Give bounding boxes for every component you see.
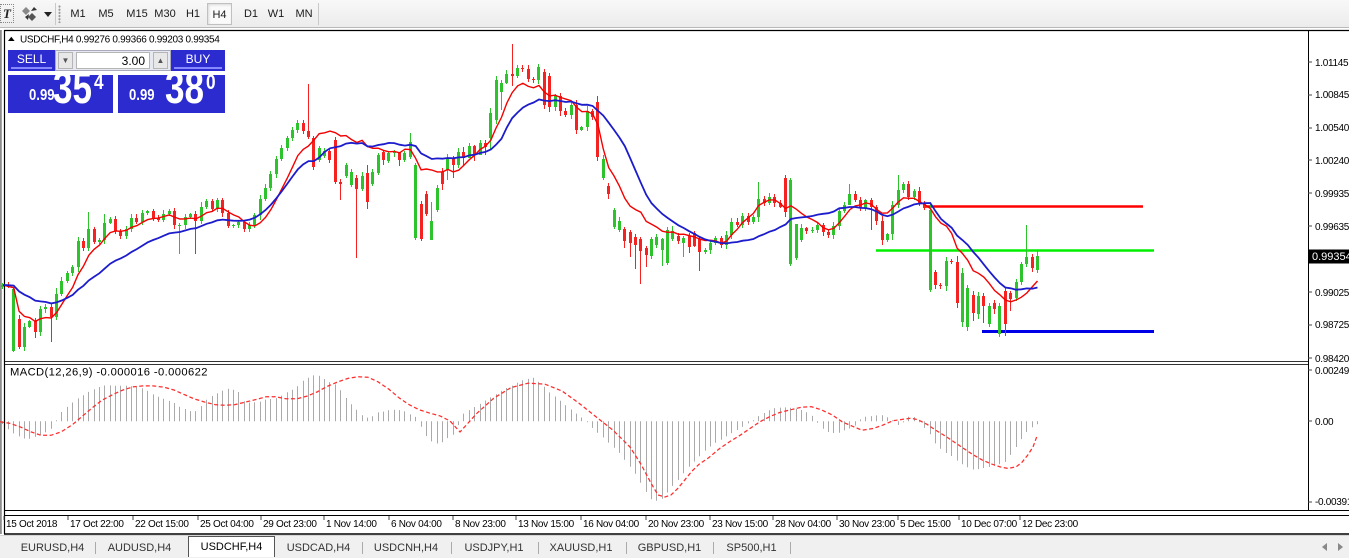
- svg-text:0.98725: 0.98725: [1315, 320, 1349, 331]
- svg-text:0.002492: 0.002492: [1315, 366, 1349, 377]
- svg-text:0.99025: 0.99025: [1315, 288, 1349, 299]
- svg-text:1.00845: 1.00845: [1315, 90, 1349, 101]
- svg-text:0.99935: 0.99935: [1315, 189, 1349, 200]
- svg-text:10 Dec 07:00: 10 Dec 07:00: [961, 519, 1018, 530]
- svg-text:25 Oct 04:00: 25 Oct 04:00: [200, 519, 254, 530]
- svg-text:8 Nov 23:00: 8 Nov 23:00: [455, 519, 506, 530]
- svg-text:30 Nov 23:00: 30 Nov 23:00: [839, 519, 896, 530]
- svg-text:28 Nov 04:00: 28 Nov 04:00: [775, 519, 832, 530]
- svg-text:23 Nov 15:00: 23 Nov 15:00: [712, 519, 769, 530]
- svg-text:22 Oct 15:00: 22 Oct 15:00: [135, 519, 189, 530]
- svg-text:13 Nov 15:00: 13 Nov 15:00: [518, 519, 575, 530]
- svg-text:0.98420: 0.98420: [1315, 354, 1349, 365]
- svg-text:0.00: 0.00: [1315, 417, 1334, 428]
- svg-text:6 Nov 04:00: 6 Nov 04:00: [391, 519, 442, 530]
- svg-text:-0.00391: -0.00391: [1315, 497, 1349, 508]
- svg-text:17 Oct 22:00: 17 Oct 22:00: [70, 519, 124, 530]
- svg-text:12 Dec 23:00: 12 Dec 23:00: [1022, 519, 1079, 530]
- svg-text:29 Oct 23:00: 29 Oct 23:00: [263, 519, 317, 530]
- svg-text:1.01145: 1.01145: [1315, 58, 1349, 69]
- svg-text:20 Nov 23:00: 20 Nov 23:00: [648, 519, 705, 530]
- svg-text:16 Nov 04:00: 16 Nov 04:00: [583, 519, 640, 530]
- svg-text:0.99354: 0.99354: [1312, 251, 1349, 263]
- svg-text:MACD(12,26,9) -0.000016 -0.000: MACD(12,26,9) -0.000016 -0.000622: [10, 367, 208, 379]
- svg-text:1.00540: 1.00540: [1315, 123, 1349, 134]
- svg-text:5 Dec 15:00: 5 Dec 15:00: [900, 519, 951, 530]
- svg-text:USDCHF,H4 0.99276 0.99366 0.9: USDCHF,H4 0.99276 0.99366 0.99203 0.9935…: [20, 35, 220, 46]
- svg-text:1 Nov 14:00: 1 Nov 14:00: [326, 519, 377, 530]
- svg-text:1.00240: 1.00240: [1315, 156, 1349, 167]
- svg-text:15 Oct 2018: 15 Oct 2018: [6, 519, 58, 530]
- svg-text:0.99635: 0.99635: [1315, 222, 1349, 233]
